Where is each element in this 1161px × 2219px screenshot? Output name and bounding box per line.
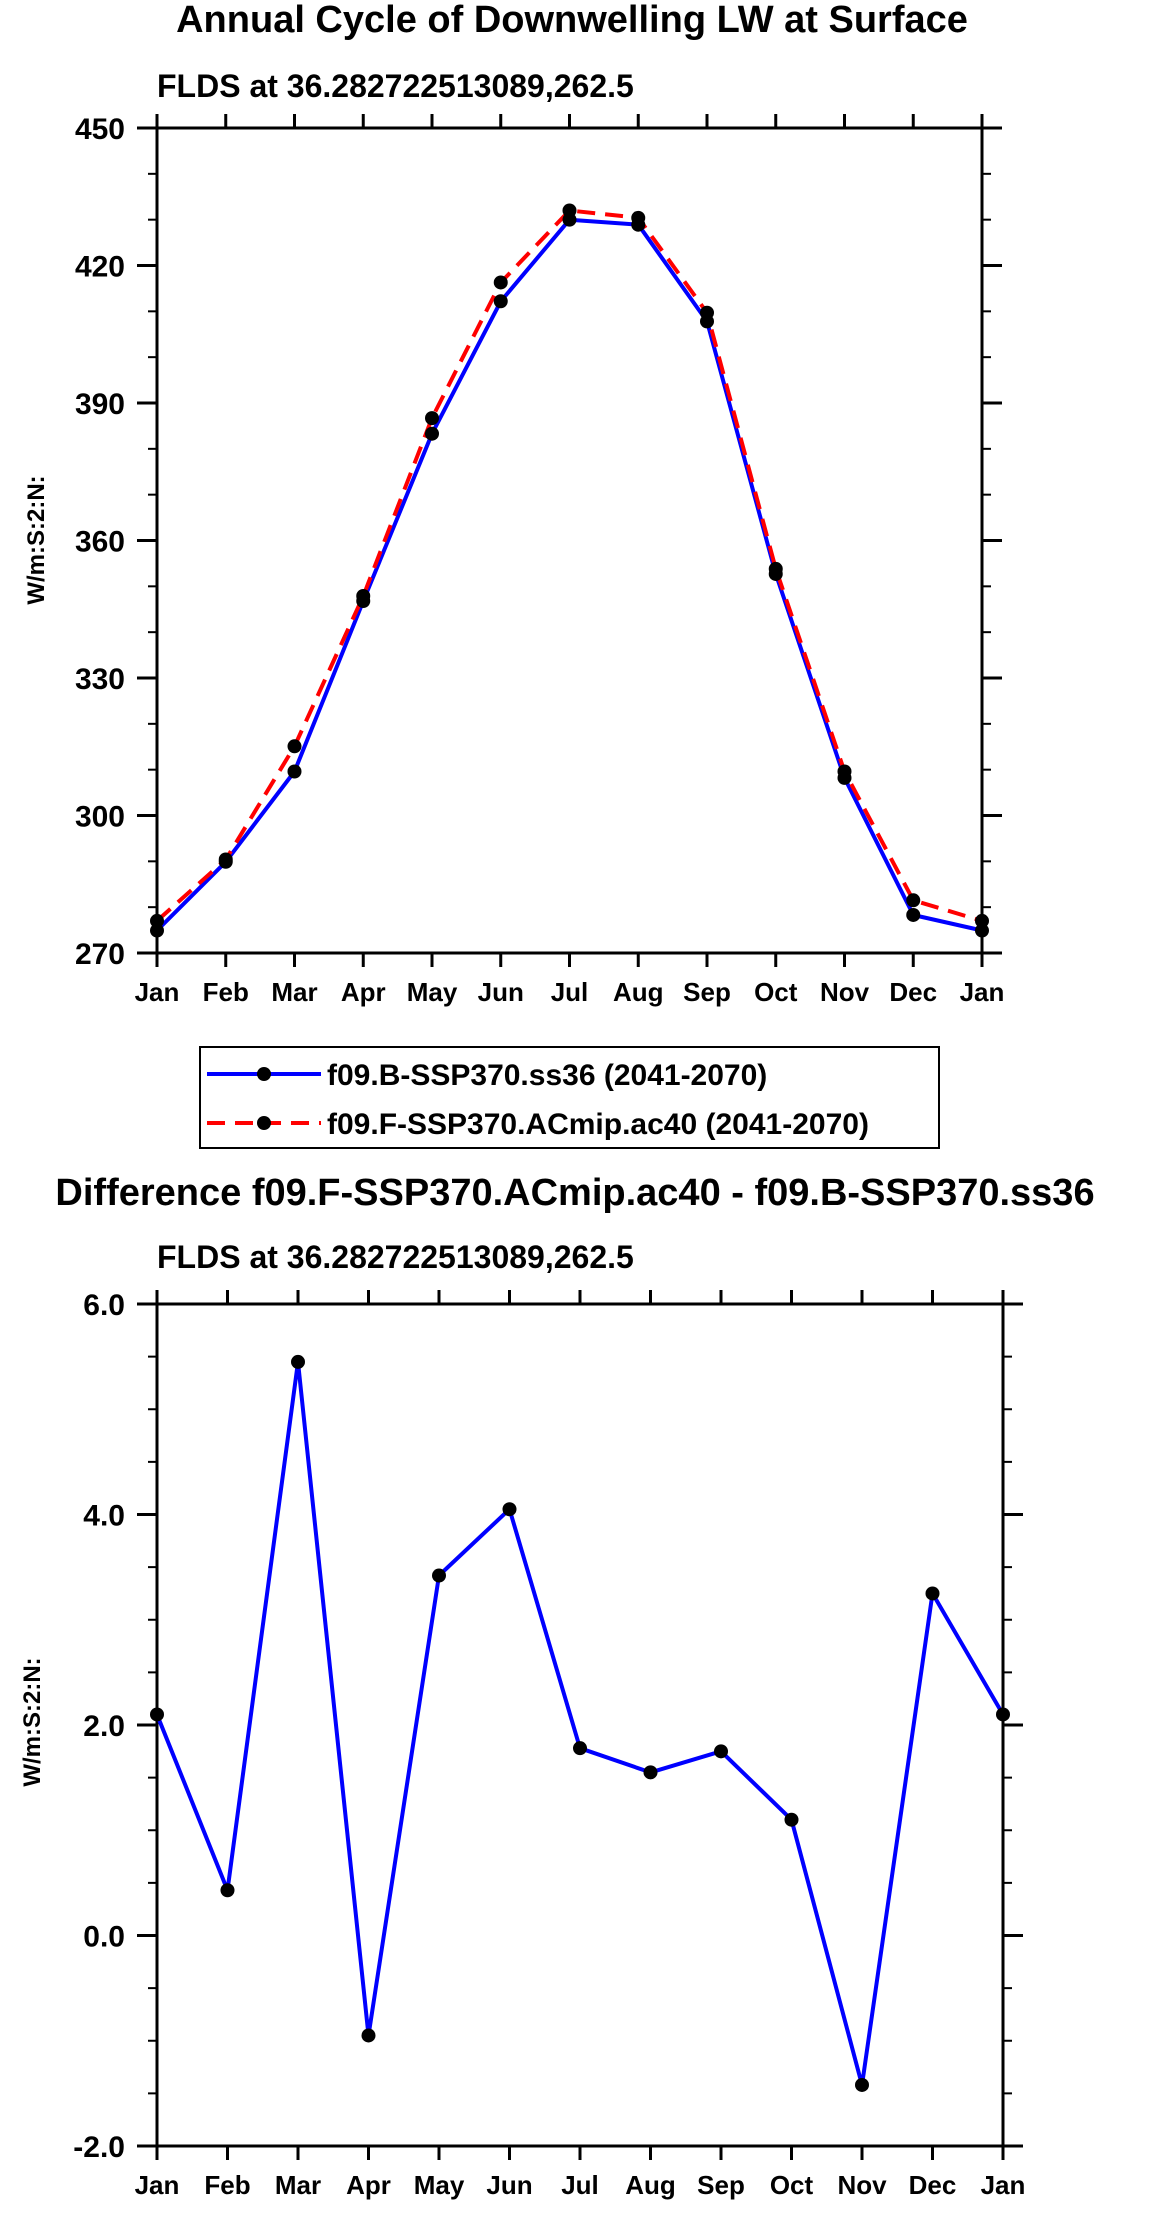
- y-tick-label: 390: [75, 388, 125, 421]
- series-line-1: [155, 1359, 1005, 2087]
- x-tick-label: Jun: [486, 2170, 532, 2200]
- y-tick-label: 300: [75, 801, 125, 834]
- legend: f09.B-SSP370.ss36 (2041-2070) f09.F-SSP3…: [199, 1046, 940, 1149]
- y-tick-label: 2.0: [83, 1710, 125, 1743]
- x-tick-label: Sep: [683, 977, 731, 1007]
- x-tick-label: Nov: [837, 2170, 887, 2200]
- data-point-series-1: [925, 1586, 940, 1601]
- y-tick-label: 330: [75, 663, 125, 696]
- chart-2-y-axis-label: W/m:S:2:N:: [19, 1657, 46, 1786]
- data-point-series-2: [356, 588, 371, 603]
- data-point-series-1: [291, 1354, 305, 1369]
- data-point-series-1: [432, 1568, 446, 1583]
- data-point-series-2: [906, 893, 921, 908]
- data-point-series-1: [150, 1707, 164, 1722]
- chart-2-tick-labels: Jan Feb Mar Apr May Jun Jul Aug Sep Oct Nov Dec Jan-…: [73, 1289, 1025, 2200]
- chart-1-subtitle: FLDS at 36.282722513089,262.5: [157, 68, 634, 104]
- x-tick-label: Jun: [478, 977, 524, 1007]
- chart-difference: Difference f09.F-SSP370.ACmip.ac40 - f09…: [19, 1172, 1095, 2200]
- x-tick-label: Aug: [613, 977, 664, 1007]
- legend-label-series-1: f09.B-SSP370.ss36 (2041-2070): [327, 1059, 767, 1092]
- x-tick-label: Mar: [271, 977, 317, 1007]
- y-tick-label: -2.0: [73, 2131, 125, 2164]
- data-point-series-2: [218, 852, 233, 867]
- x-tick-label: Feb: [203, 977, 249, 1007]
- data-point-series-2: [562, 203, 577, 218]
- data-point-series-2: [975, 913, 989, 928]
- chart-1-title: Annual Cycle of Downwelling LW at Surfac…: [176, 0, 968, 41]
- x-tick-label: Jul: [561, 2170, 599, 2200]
- data-point-series-1: [996, 1707, 1010, 1722]
- data-point-series-2: [150, 913, 164, 928]
- chart-1-axes: [137, 114, 1002, 967]
- data-point-series-2: [425, 411, 439, 426]
- data-point-series-1: [493, 294, 508, 309]
- chart-1-tick-labels: Jan Feb Mar Apr May Jun Jul Aug Sep Oct Nov Dec Jan 2…: [75, 113, 1004, 1007]
- y-tick-label: 450: [75, 113, 125, 146]
- y-tick-label: 270: [75, 938, 125, 971]
- data-point-series-1: [287, 764, 302, 779]
- x-tick-label: Sep: [697, 2170, 745, 2200]
- legend-marker-series-1: [257, 1067, 271, 1081]
- chart-2-series: [150, 1354, 1010, 2092]
- x-tick-label: Nov: [820, 977, 870, 1007]
- data-point-series-1: [643, 1765, 658, 1780]
- chart-2-subtitle: FLDS at 36.282722513089,262.5: [157, 1239, 634, 1275]
- chart-annual-cycle: Annual Cycle of Downwelling LW at Surfac…: [23, 0, 1004, 1007]
- chart-2-title: Difference f09.F-SSP370.ACmip.ac40 - f09…: [55, 1172, 1094, 1214]
- data-point-series-1: [975, 923, 989, 938]
- y-tick-label: 0.0: [83, 1921, 125, 1954]
- x-tick-label: Apr: [346, 2170, 391, 2200]
- data-point-series-1: [150, 923, 164, 938]
- x-tick-label: May: [414, 2170, 465, 2200]
- plot-frame: [155, 126, 984, 955]
- data-point-series-1: [425, 426, 439, 441]
- chart-1-series: [150, 203, 989, 938]
- y-tick-label: 4.0: [83, 1500, 125, 1533]
- data-point-series-2: [287, 739, 302, 754]
- y-tick-label: 6.0: [83, 1289, 125, 1322]
- series-line-2: [155, 208, 983, 923]
- x-tick-label: Oct: [754, 977, 798, 1007]
- data-point-series-2: [837, 764, 852, 779]
- x-tick-label: Dec: [909, 2170, 957, 2200]
- x-tick-label: Jan: [960, 977, 1005, 1007]
- x-tick-label: Jan: [135, 977, 180, 1007]
- data-point-series-1: [784, 1812, 799, 1827]
- legend-box: [199, 1046, 940, 1149]
- x-tick-label: Jan: [981, 2170, 1026, 2200]
- x-tick-label: Mar: [275, 2170, 321, 2200]
- data-point-series-1: [361, 2028, 376, 2043]
- x-tick-label: Dec: [889, 977, 937, 1007]
- chart-2-axes: [137, 1290, 1023, 2160]
- y-tick-label: 360: [75, 526, 125, 559]
- x-tick-label: Feb: [204, 2170, 250, 2200]
- x-tick-label: Apr: [341, 977, 386, 1007]
- data-point-series-2: [700, 305, 714, 320]
- data-point-series-1: [714, 1744, 728, 1759]
- plot-frame: [155, 1302, 1005, 2148]
- series-line-1: [155, 217, 983, 933]
- x-tick-label: Jul: [551, 977, 589, 1007]
- data-point-series-1: [220, 1883, 235, 1898]
- data-point-series-1: [573, 1741, 587, 1756]
- legend-marker-series-2: [257, 1116, 271, 1130]
- legend-label-series-2: f09.F-SSP370.ACmip.ac40 (2041-2070): [327, 1108, 869, 1141]
- x-tick-label: Jan: [135, 2170, 180, 2200]
- chart-1-y-axis-label: W/m:S:2:N:: [23, 475, 50, 604]
- data-point-series-1: [502, 1502, 517, 1517]
- x-tick-label: Aug: [625, 2170, 676, 2200]
- x-tick-label: May: [407, 977, 458, 1007]
- data-point-series-1: [855, 2077, 869, 2092]
- data-point-series-2: [631, 210, 646, 225]
- data-point-series-1: [906, 907, 921, 922]
- data-point-series-2: [768, 561, 783, 576]
- data-point-series-2: [493, 275, 508, 290]
- y-tick-label: 420: [75, 251, 125, 284]
- x-tick-label: Oct: [770, 2170, 814, 2200]
